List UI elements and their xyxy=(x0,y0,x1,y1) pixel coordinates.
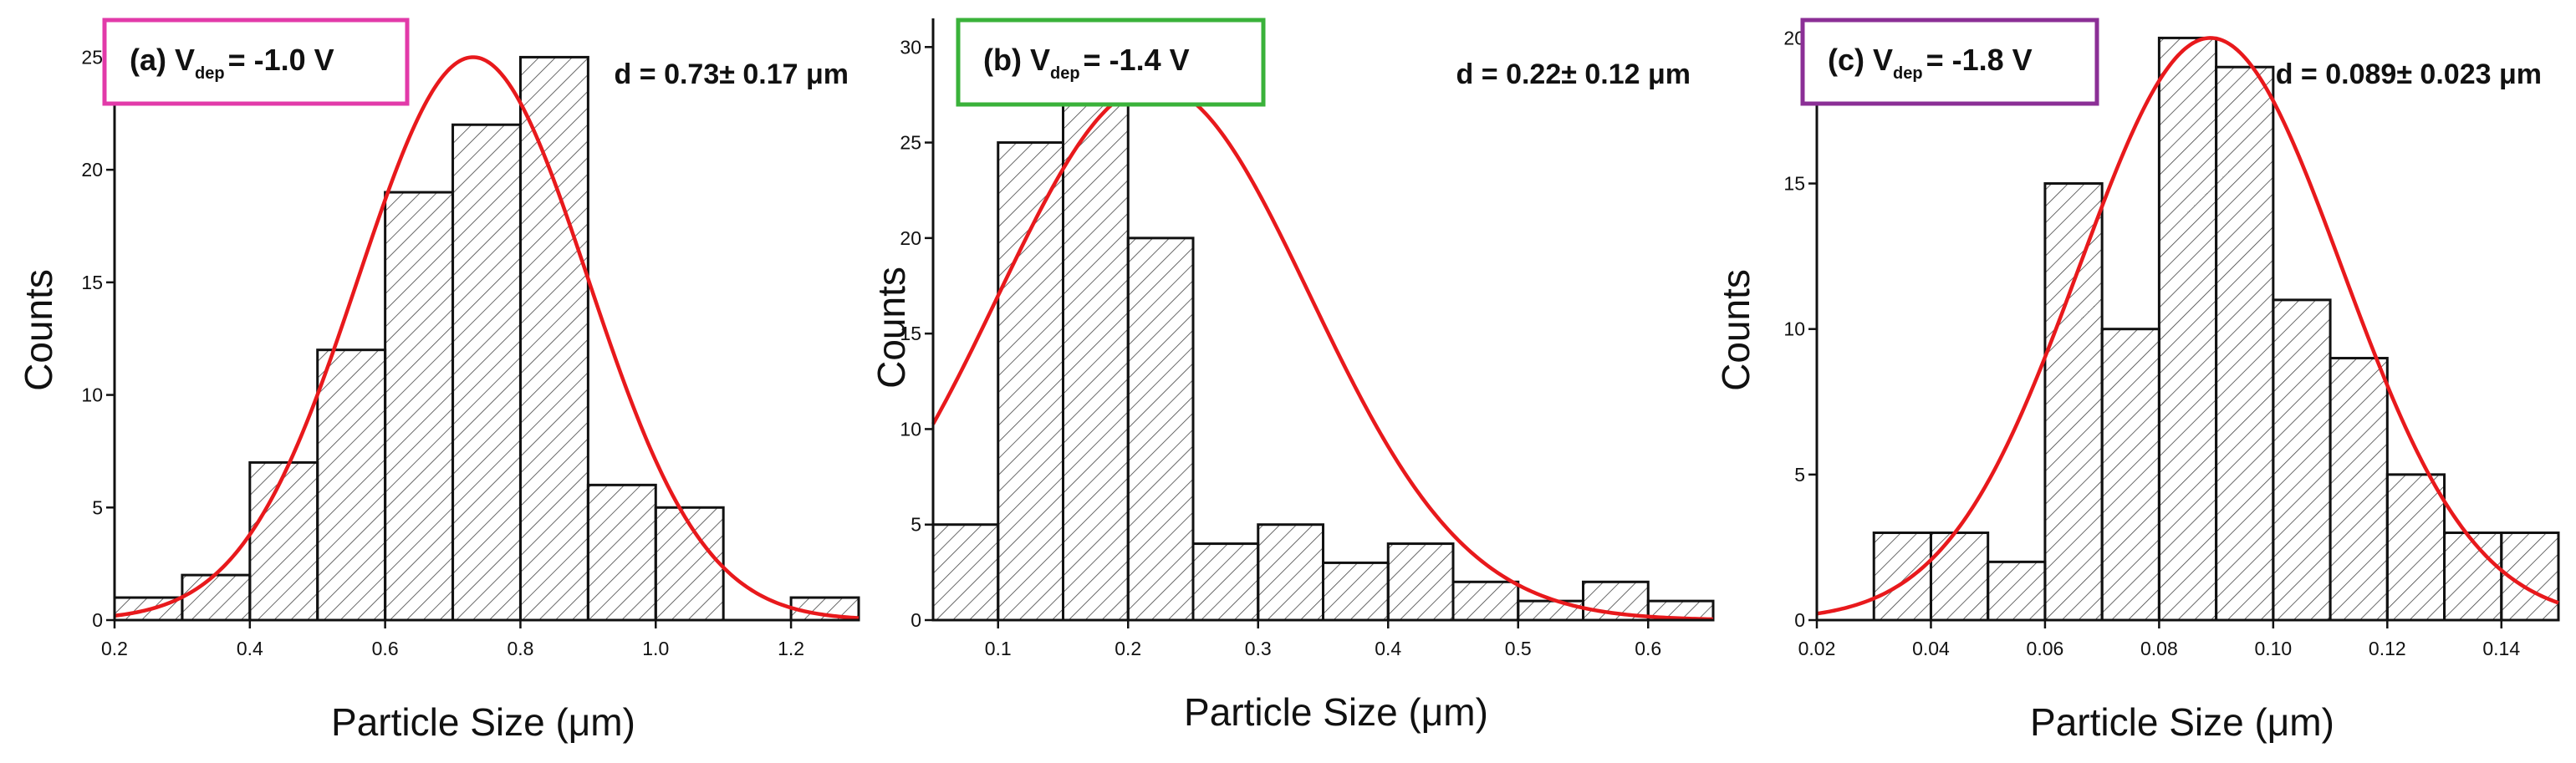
y-axis-title: Counts xyxy=(870,267,913,389)
y-tick-label: 0 xyxy=(92,609,103,631)
histogram-bar xyxy=(2385,473,2446,622)
gaussian-fit-curve xyxy=(114,55,860,620)
x-tick-label: 0.12 xyxy=(2369,638,2406,659)
condition-label-prefix: (a) V xyxy=(130,43,195,77)
x-tick-label: 0.1 xyxy=(985,638,1012,659)
condition-label-subscript: dep xyxy=(195,64,225,83)
x-tick-label: 1.0 xyxy=(642,638,669,659)
condition-label-box xyxy=(956,18,1266,107)
y-axis-title: Counts xyxy=(17,269,60,391)
x-tick-label: 0.6 xyxy=(1635,638,1661,659)
histogram-bar xyxy=(1257,523,1324,622)
histogram-bar xyxy=(997,141,1064,622)
condition-label-box xyxy=(102,18,410,106)
condition-label-subscript: dep xyxy=(1893,64,1923,83)
y-axis-title: Counts xyxy=(1714,269,1757,391)
histogram-bar xyxy=(316,348,387,622)
condition-label: (b) Vdep = -1.4 V xyxy=(983,43,1190,83)
y-tick-label: 5 xyxy=(1794,464,1805,486)
histogram-bar xyxy=(1929,532,1990,622)
histogram-bar xyxy=(1451,580,1520,622)
mean-diameter-label: d = 0.22± 0.12 μm xyxy=(1456,58,1691,90)
x-tick-label: 0.02 xyxy=(1798,638,1836,659)
y-tick-label: 15 xyxy=(900,323,921,344)
mean-diameter-label: d = 0.73± 0.17 μm xyxy=(615,58,849,90)
histogram-bar xyxy=(931,523,1000,622)
condition-label-box xyxy=(1800,18,2099,106)
y-tick-label: 30 xyxy=(900,36,921,58)
histogram-bar xyxy=(1062,84,1130,622)
x-tick-label: 0.6 xyxy=(372,638,399,659)
histogram-bar xyxy=(2443,532,2503,622)
x-tick-label: 0.3 xyxy=(1245,638,1272,659)
panel-b: 0.1 0.2 0.3 0.4 0.5 0.6 0 5 10 15 20 25 30 Particle S… xyxy=(870,18,1715,734)
condition-label: (a) Vdep = -1.0 V xyxy=(130,43,334,83)
condition-label-value: = -1.8 V xyxy=(1926,43,2033,77)
y-tick-label: 25 xyxy=(81,46,103,68)
panel-a: 0.2 0.4 0.6 0.8 1.0 1.2 0 5 10 15 20 25 Particle Siz… xyxy=(17,18,860,744)
x-tick-label: 0.04 xyxy=(1912,638,1950,659)
x-tick-label: 0.8 xyxy=(507,638,533,659)
histogram-bar xyxy=(1191,542,1260,622)
histogram-bar xyxy=(2157,36,2218,622)
histogram-bar xyxy=(2272,298,2332,622)
y-tick-label: 10 xyxy=(900,418,921,440)
histogram-bar xyxy=(384,191,455,622)
y-tick-label: 25 xyxy=(900,132,921,154)
x-tick-label: 0.4 xyxy=(237,638,263,659)
histogram-bar xyxy=(2100,328,2160,622)
y-tick-label: 15 xyxy=(1783,173,1805,195)
mean-diameter-label: d = 0.089± 0.023 μm xyxy=(2276,58,2542,90)
histogram-bar xyxy=(1987,560,2047,622)
y-tick-label: 0 xyxy=(911,609,921,631)
histogram-bar xyxy=(518,55,589,622)
y-tick-label: 20 xyxy=(900,227,921,249)
histogram-bar xyxy=(2215,65,2275,622)
y-tick-label: 10 xyxy=(81,384,103,406)
condition-label: (c) Vdep = -1.8 V xyxy=(1828,43,2033,83)
x-tick-label: 0.2 xyxy=(1115,638,1141,659)
histogram-bar xyxy=(586,483,657,622)
x-axis-title: Particle Size (μm) xyxy=(331,700,635,744)
x-tick-label: 1.2 xyxy=(778,638,804,659)
histogram-bar xyxy=(2329,357,2389,622)
histogram-bar xyxy=(451,123,522,622)
y-tick-label: 5 xyxy=(911,514,921,536)
histogram-bar xyxy=(1872,532,1932,622)
y-tick-label: 20 xyxy=(81,159,103,181)
histogram-bar xyxy=(1386,542,1455,622)
y-tick-label: 0 xyxy=(1794,609,1805,631)
x-tick-label: 0.06 xyxy=(2027,638,2064,659)
x-axis-title: Particle Size (μm) xyxy=(2030,700,2334,744)
condition-label-subscript: dep xyxy=(1050,64,1080,83)
condition-label-value: = -1.0 V xyxy=(228,43,334,77)
gaussian-fit-curve xyxy=(1816,36,2559,616)
x-tick-label: 0.14 xyxy=(2482,638,2520,659)
condition-label-value: = -1.4 V xyxy=(1084,43,1190,77)
histogram-bar xyxy=(2043,182,2104,622)
x-axis-title: Particle Size (μm) xyxy=(1184,690,1488,734)
x-tick-label: 0.10 xyxy=(2254,638,2292,659)
condition-label-prefix: (b) V xyxy=(983,43,1050,77)
x-tick-label: 0.4 xyxy=(1375,638,1401,659)
y-tick-label: 15 xyxy=(81,272,103,293)
x-tick-label: 0.2 xyxy=(101,638,128,659)
panel-c: 0.02 0.04 0.06 0.08 0.10 0.12 0.1405101520Part… xyxy=(1714,18,2560,744)
x-tick-label: 0.08 xyxy=(2140,638,2178,659)
histogram-bar xyxy=(248,460,319,622)
histogram-bar xyxy=(181,573,252,622)
condition-label-prefix: (c) V xyxy=(1828,43,1893,77)
gaussian-fit-curve xyxy=(931,83,1714,622)
y-tick-label: 10 xyxy=(1783,318,1805,340)
y-tick-label: 5 xyxy=(92,496,103,518)
histogram-bar xyxy=(1126,237,1195,622)
x-tick-label: 0.5 xyxy=(1505,638,1532,659)
histogram-bar xyxy=(1322,561,1390,622)
